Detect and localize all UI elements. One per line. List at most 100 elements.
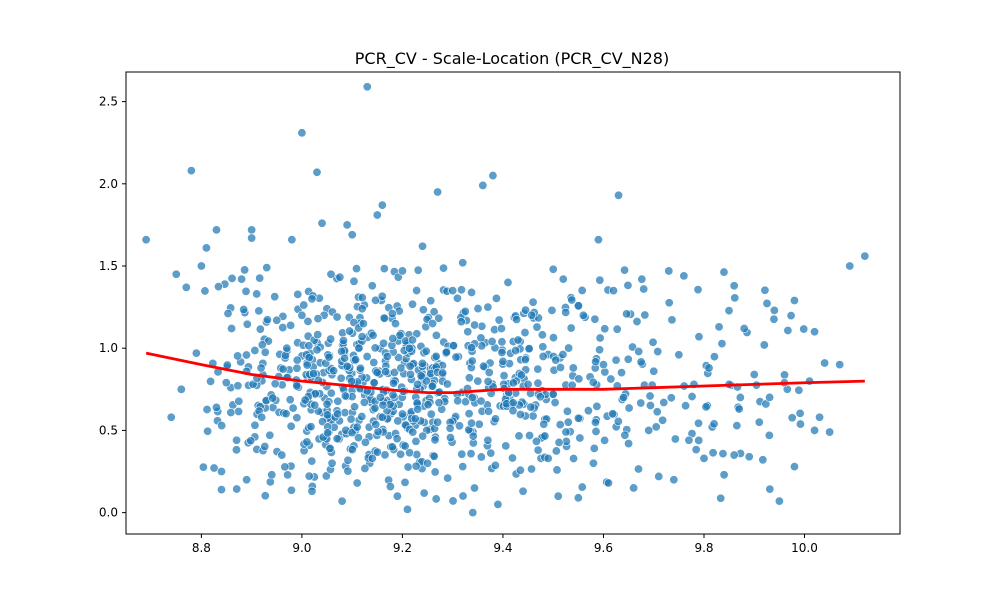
data-point <box>535 392 545 402</box>
data-point <box>648 337 658 347</box>
data-point <box>649 366 659 376</box>
data-point <box>427 381 437 391</box>
data-point <box>377 291 387 301</box>
data-point <box>694 418 704 428</box>
data-point <box>499 371 509 381</box>
data-point <box>283 470 293 480</box>
data-point <box>396 449 406 459</box>
data-point <box>667 315 677 325</box>
data-point <box>470 320 480 330</box>
data-point <box>312 167 322 177</box>
data-point <box>787 413 797 423</box>
data-point <box>400 477 410 487</box>
data-point <box>241 350 251 360</box>
data-point <box>262 315 272 325</box>
data-point <box>392 491 402 501</box>
data-point <box>664 266 674 276</box>
data-point <box>247 225 257 235</box>
data-point <box>729 281 739 291</box>
data-point <box>566 323 576 333</box>
data-point <box>357 293 367 303</box>
data-point <box>493 499 503 509</box>
data-point <box>470 483 480 493</box>
data-point <box>540 431 550 441</box>
data-point <box>307 456 317 466</box>
data-point <box>701 402 711 412</box>
data-point <box>612 324 622 334</box>
data-point <box>799 324 809 334</box>
data-point <box>431 494 441 504</box>
data-point <box>342 361 352 371</box>
data-point <box>531 436 541 446</box>
data-point <box>590 417 600 427</box>
data-point <box>223 308 233 318</box>
data-point <box>367 453 377 463</box>
data-point <box>486 448 496 458</box>
data-point <box>352 264 362 274</box>
data-point <box>313 330 323 340</box>
data-point <box>457 449 467 459</box>
data-point <box>379 338 389 348</box>
data-point <box>387 442 397 452</box>
data-point <box>357 304 367 314</box>
data-point <box>653 347 663 357</box>
data-point <box>732 421 742 431</box>
data-point <box>326 269 336 279</box>
data-point <box>300 395 310 405</box>
data-point <box>412 329 422 339</box>
y-tick-label: 2.5 <box>99 95 118 109</box>
data-point <box>845 261 855 271</box>
data-point <box>508 378 518 388</box>
data-point <box>413 379 423 389</box>
data-point <box>484 368 494 378</box>
data-point <box>491 293 501 303</box>
data-point <box>393 416 403 426</box>
data-point <box>629 483 639 493</box>
data-point <box>329 366 339 376</box>
data-point <box>354 343 364 353</box>
data-point <box>429 307 439 317</box>
data-point <box>340 391 350 401</box>
data-point <box>783 326 793 336</box>
data-point <box>467 343 477 353</box>
data-point <box>240 265 250 275</box>
data-point <box>332 312 342 322</box>
data-point <box>408 427 418 437</box>
data-point <box>428 319 438 329</box>
data-point <box>239 305 249 315</box>
data-point <box>595 345 605 355</box>
data-point <box>539 419 549 429</box>
data-point <box>724 306 734 316</box>
data-point <box>669 475 679 485</box>
data-point <box>277 450 287 460</box>
data-point <box>709 419 719 429</box>
data-point <box>527 310 537 320</box>
data-point <box>357 412 367 422</box>
data-point <box>280 462 290 472</box>
data-point <box>473 376 483 386</box>
data-point <box>483 302 493 312</box>
data-point <box>202 404 212 414</box>
data-point <box>371 295 381 305</box>
data-point <box>377 200 387 210</box>
data-point <box>281 409 291 419</box>
data-point <box>303 316 313 326</box>
data-point <box>769 305 779 315</box>
data-point <box>464 409 474 419</box>
data-point <box>825 427 835 437</box>
data-point <box>343 455 353 465</box>
data-point <box>487 336 497 346</box>
data-point <box>588 458 598 468</box>
data-point <box>418 431 428 441</box>
data-point <box>359 397 369 407</box>
data-point <box>278 323 288 333</box>
data-point <box>254 306 264 316</box>
data-point <box>352 422 362 432</box>
data-point <box>765 392 775 402</box>
data-point <box>166 412 176 422</box>
data-point <box>388 333 398 343</box>
data-point <box>403 462 413 472</box>
data-point <box>325 443 335 453</box>
data-point <box>645 401 655 411</box>
data-point <box>292 363 302 373</box>
